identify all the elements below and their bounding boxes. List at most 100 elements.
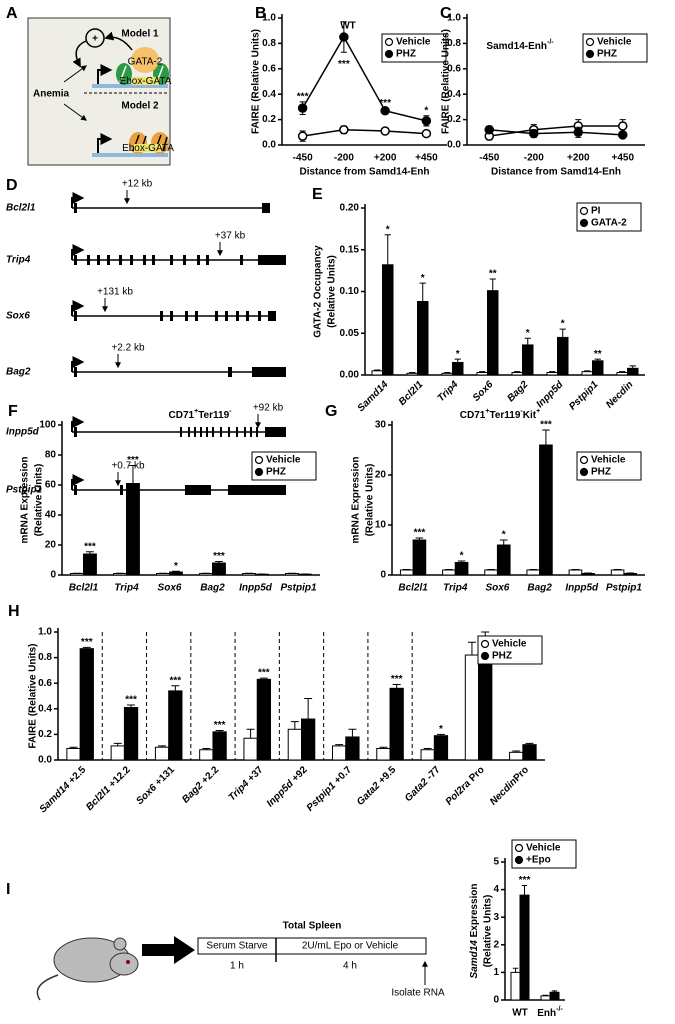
y-axis-label: FAIRE (Relative Units) [28, 643, 39, 748]
bar [110, 745, 125, 761]
bar [371, 370, 383, 376]
promoter [71, 300, 85, 316]
point [297, 131, 308, 141]
bar [510, 971, 521, 1001]
x-tick-label: Sox6 [158, 583, 182, 594]
x-tick-label: WT [512, 1008, 528, 1019]
error-bar [82, 646, 91, 649]
point [618, 130, 628, 140]
exon [152, 255, 155, 265]
site-label: +12 kb [122, 179, 153, 190]
nucleosome [116, 63, 132, 85]
chart-title-part: CD71 [460, 410, 486, 421]
site-label: +0.7 kb [111, 461, 145, 472]
error-bar [467, 641, 476, 656]
error-bar [202, 747, 211, 750]
exon [262, 203, 270, 213]
significance: * [421, 273, 425, 284]
motif-label: Ebox-GATA [120, 76, 172, 87]
exon [74, 255, 77, 265]
y-tick-label: 0.10 [340, 286, 360, 297]
x-tick-label-part: +92 [288, 764, 310, 786]
y-tick-label: 0.0 [447, 140, 461, 151]
panel-a: A Model 1 Model 2 Anemia Ebox-GATA GATA-… [6, 5, 174, 166]
exon [74, 203, 77, 213]
bar [79, 648, 94, 761]
error-bar [479, 371, 486, 373]
point [618, 121, 628, 131]
bar [509, 751, 524, 761]
exon [97, 255, 100, 265]
exon [206, 427, 208, 437]
y-tick-label: 0.00 [340, 370, 360, 381]
legend-label: Vehicle [266, 455, 301, 466]
legend-marker [579, 467, 589, 477]
error-bar [549, 371, 556, 373]
exon [107, 255, 110, 265]
x-axis-label: Distance from Samd14-Enh [299, 167, 429, 178]
x-tick-label-part: +37 [243, 764, 265, 786]
significance: *** [297, 91, 309, 102]
bar [487, 290, 499, 376]
bar [627, 367, 639, 376]
x-tick-label: Enh-/- [537, 1006, 563, 1018]
legend-label: PHZ [597, 49, 617, 60]
gene-name: Pstpip1 [6, 485, 43, 496]
panel-label: G [325, 403, 337, 420]
exon [188, 427, 190, 437]
bar [199, 749, 214, 761]
bar [70, 573, 84, 576]
bar [212, 731, 227, 761]
x-tick-label-part: Samd14 [37, 780, 72, 815]
bar [399, 569, 414, 576]
chart-title-part: Kit [523, 410, 537, 421]
chart-title-part: + [194, 408, 198, 415]
x-tick-label: Sox6 [485, 583, 509, 594]
x-tick-label: Inpp5d +92 [265, 764, 310, 809]
x-tick-label: Trip4 [443, 583, 468, 594]
significance: ** [489, 269, 497, 280]
model-label: Model 2 [121, 101, 159, 112]
exon [228, 485, 286, 495]
y-tick-label: 0.2 [447, 114, 461, 125]
mouse-eye [126, 960, 130, 964]
chart-title-part: -/- [547, 39, 554, 46]
series-line [301, 35, 427, 122]
error-bar [392, 683, 401, 689]
error-bar [529, 569, 538, 570]
gene-name: Bag2 [6, 367, 31, 378]
point [573, 127, 583, 138]
y-tick-label: 100 [39, 420, 56, 431]
error-bar [172, 570, 180, 572]
bar [568, 569, 583, 576]
panel-i-diagram: I Total Spleen Serum Starve 2U/mL Epo or… [6, 881, 445, 1001]
x-tick-label: -450 [479, 153, 499, 164]
exon [87, 255, 90, 265]
exon [258, 255, 286, 265]
chart-title: WT [340, 21, 356, 32]
bar [546, 371, 558, 376]
point [421, 128, 432, 139]
legend-label: Vehicle [597, 37, 632, 48]
exon [160, 311, 163, 321]
arrow [72, 40, 87, 68]
panel-label: F [8, 403, 18, 420]
bar [83, 553, 97, 576]
y-axis-label: Samd14 Expression [469, 883, 480, 978]
exon [74, 427, 77, 437]
error-bar [626, 572, 635, 574]
bar [256, 678, 272, 761]
y-tick-label: 0.8 [38, 652, 52, 663]
y-tick-label: 0.15 [340, 244, 360, 255]
legend-box [576, 202, 642, 232]
exon [195, 311, 198, 321]
bar [123, 707, 139, 761]
significance: *** [519, 875, 531, 886]
error-bar [499, 539, 508, 545]
y-tick-label: 0.8 [262, 38, 276, 49]
exon [200, 427, 202, 437]
error-bar [436, 733, 445, 736]
error-bar [445, 569, 453, 570]
motif [132, 77, 159, 85]
chart-title-part: Ter119 [198, 410, 229, 421]
